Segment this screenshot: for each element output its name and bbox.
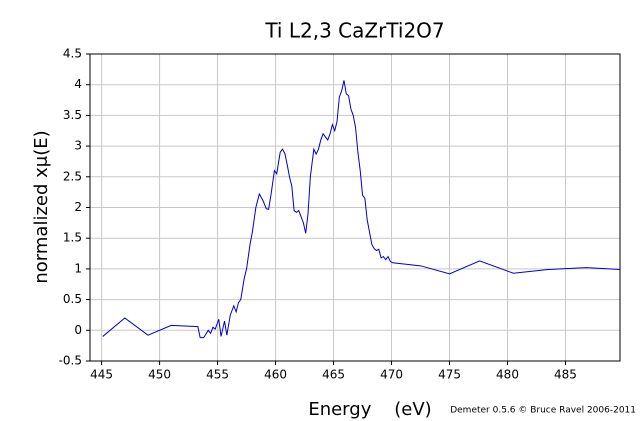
y-tick-label: 1.5 [63, 231, 82, 245]
y-tick-label: 0 [74, 323, 82, 337]
y-tick-label: 4.5 [63, 47, 82, 61]
x-tick-label: 475 [438, 368, 461, 382]
x-tick-label: 450 [148, 368, 171, 382]
y-tick-label: 3 [74, 139, 82, 153]
y-tick-label: 0.5 [63, 292, 82, 306]
y-tick-label: 3.5 [63, 108, 82, 122]
plot-frame [89, 53, 621, 362]
chart-title: Ti L2,3 CaZrTi2O7 [264, 19, 444, 43]
y-axis-label: normalized xμ(E) [31, 130, 52, 283]
annotation: Demeter 0.5.6 © Bruce Ravel 2006-2011 [450, 406, 636, 416]
x-axis-label: Energy (eV) [308, 399, 431, 420]
y-tick-label: 4 [74, 77, 82, 91]
x-tick-label: 455 [206, 368, 229, 382]
y-tick-label: 1 [74, 261, 82, 275]
y-tick-label: 2.5 [63, 169, 82, 183]
x-tick-label: 480 [496, 368, 519, 382]
x-tick-label: 460 [264, 368, 287, 382]
y-tick-label: 2 [74, 200, 82, 214]
x-tick-label: 465 [322, 368, 345, 382]
x-tick-label: 485 [554, 368, 577, 382]
x-tick-label: 470 [380, 368, 403, 382]
y-tick-label: -0.5 [59, 354, 82, 368]
data-line [102, 80, 621, 339]
x-tick-label: 445 [90, 368, 113, 382]
